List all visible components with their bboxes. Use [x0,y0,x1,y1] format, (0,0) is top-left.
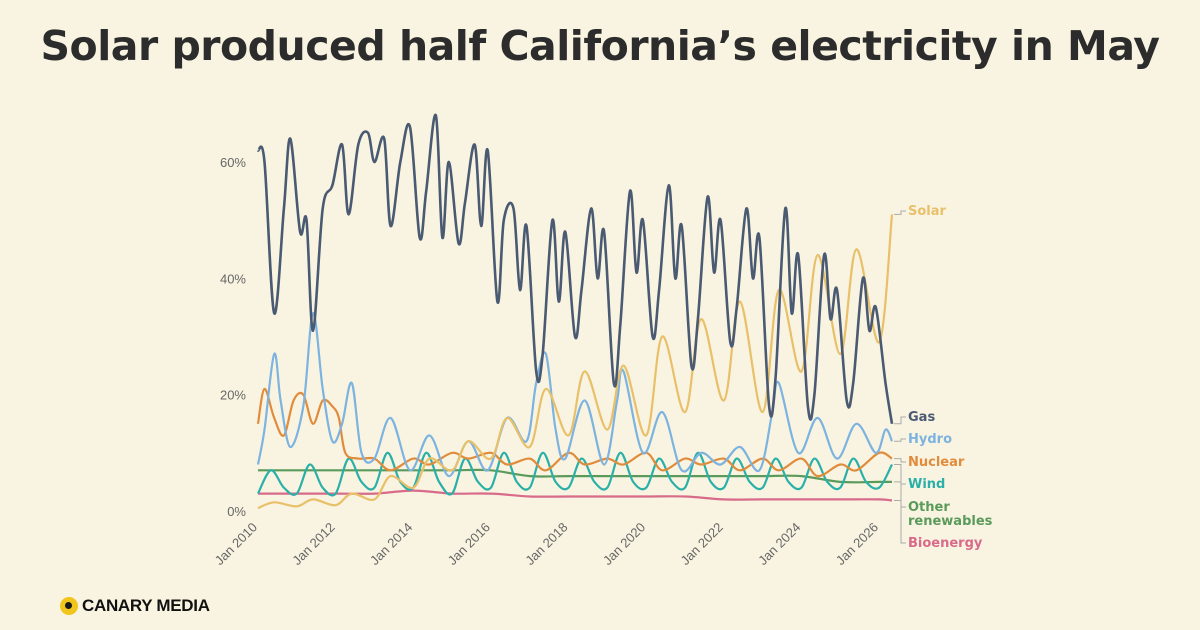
leader-line-other-renewables [894,481,906,508]
x-tick-label: Jan 2010 [212,520,260,568]
y-axis-ticks: 0% 20% 40% 60% [220,155,246,519]
leader-line-hydro [894,438,906,442]
series-line-gas [256,113,894,425]
series-label-other-renewables: Other renewables [908,500,993,529]
series-label-wind: Wind [908,477,945,492]
x-tick-label: Jan 2022 [677,520,725,568]
series-label-bioenergy: Bioenergy [908,536,983,551]
x-tick-label: Jan 2016 [445,520,493,568]
series-label-hydro: Hydro [908,432,952,447]
series-label-nuclear: Nuclear [908,455,965,470]
series-label-gas: Gas [908,410,935,425]
series-line-bioenergy [257,489,893,502]
series-labels: Gas Solar Hydro Nuclear Wind Other renewables B… [894,204,993,551]
series-line-other-renewables [258,468,892,484]
series-lines [256,113,894,510]
x-tick-label: Jan 2024 [755,520,803,568]
x-tick-label: Jan 2020 [600,520,648,568]
x-axis-ticks: Jan 2010 Jan 2012 Jan 2014 Jan 2016 Jan 2018… [212,520,881,568]
x-tick-label: Jan 2026 [833,520,881,568]
x-tick-label: Jan 2014 [367,520,415,568]
brand-logo: CANARY MEDIA [60,594,210,618]
leader-line-nuclear [894,458,906,463]
brand-name: CANARY MEDIA [82,596,210,615]
y-tick-label: 0% [227,504,246,519]
x-tick-label: Jan 2012 [289,520,337,568]
leader-line-bioenergy [894,500,906,544]
leader-line-wind [894,463,906,485]
canary-logo-icon [60,597,78,615]
y-tick-label: 20% [220,388,246,403]
leader-line-solar [894,210,906,215]
series-line-nuclear [256,387,893,478]
series-line-wind [257,451,893,497]
leader-line-gas [894,416,906,425]
x-tick-label: Jan 2018 [522,520,570,568]
y-tick-label: 60% [220,155,246,170]
series-label-solar: Solar [908,204,947,219]
y-tick-label: 40% [220,271,246,286]
chart-title: Solar produced half California’s electri… [40,22,1160,70]
